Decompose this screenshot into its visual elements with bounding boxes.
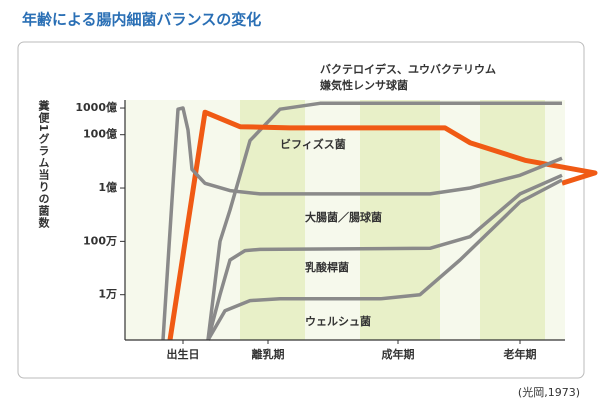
y-tick-label: 100万 [83, 234, 117, 247]
stage-band [240, 100, 305, 340]
series-label: 大腸菌／腸球菌 [305, 210, 382, 224]
series-label: 乳酸桿菌 [305, 260, 349, 274]
y-tick-label: 100億 [83, 127, 117, 141]
series-line [206, 101, 562, 341]
y-tick-label: 1億 [98, 180, 117, 194]
series-line [206, 173, 563, 341]
series-label: 嫌気性レンサ球菌 [319, 78, 408, 92]
series-line [167, 109, 598, 341]
y-tick-label: 1万 [98, 288, 117, 301]
series-line [206, 178, 563, 341]
source: (光岡,1973) [518, 385, 580, 399]
y-axis-label: 糞便1グラム当りの菌数 [37, 100, 50, 229]
series-line [161, 106, 563, 341]
x-tick-label: 出生日 [167, 347, 200, 361]
x-tick-label: 離乳期 [252, 347, 285, 361]
x-tick-label: 老年期 [503, 347, 537, 361]
series-label: バクテロイデス、ユウバクテリウム [320, 62, 496, 76]
x-tick-label: 成年期 [382, 347, 415, 361]
series-label: ビフィズス菌 [280, 137, 346, 151]
chart-title: 年齢による腸内細菌バランスの変化 [22, 11, 261, 29]
y-tick-label: 1000億 [75, 100, 117, 114]
series-label: ウェルシュ菌 [305, 314, 371, 328]
